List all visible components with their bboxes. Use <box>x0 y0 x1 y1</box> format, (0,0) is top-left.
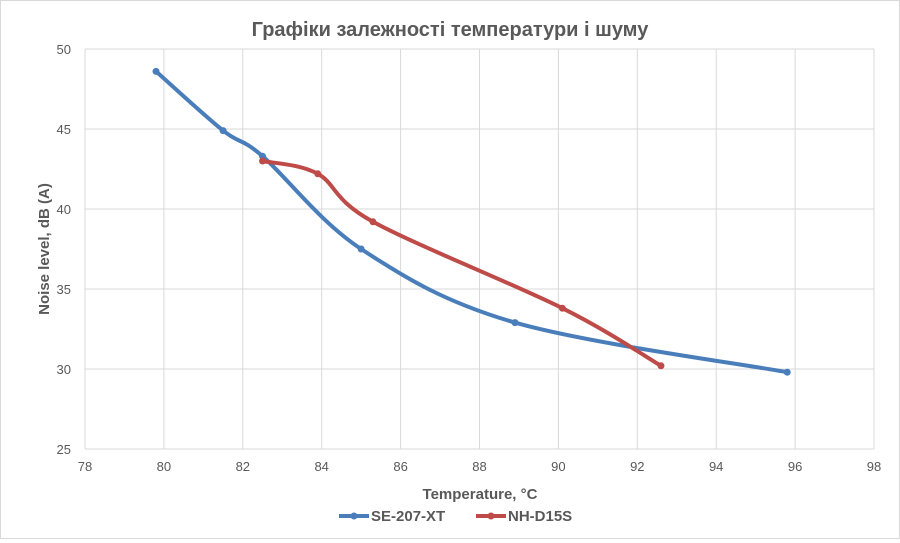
y-axis-label: Noise level, dB (A) <box>36 183 53 315</box>
data-point-marker <box>783 368 791 376</box>
y-tick-label: 40 <box>57 202 71 217</box>
x-tick-label: 88 <box>472 459 486 474</box>
data-point-marker <box>219 127 227 135</box>
x-tick-label: 80 <box>157 459 171 474</box>
series-nh-d15s <box>259 157 665 370</box>
data-point-marker <box>314 170 322 178</box>
data-point-marker <box>259 157 267 165</box>
legend: SE-207-XT NH-D15S <box>339 508 572 525</box>
data-point-marker <box>357 245 365 253</box>
x-tick-label: 90 <box>551 459 565 474</box>
x-tick-label: 78 <box>78 459 92 474</box>
series-line <box>260 159 663 368</box>
y-tick-label: 35 <box>57 282 71 297</box>
data-point-marker <box>657 362 665 370</box>
x-axis-label: Temperature, °C <box>423 486 538 503</box>
series-se-207-xt <box>152 67 791 376</box>
data-point-marker <box>369 218 377 226</box>
legend-marker-icon <box>487 512 495 520</box>
series-line <box>154 69 790 375</box>
x-tick-label: 82 <box>236 459 250 474</box>
data-point-marker <box>558 304 566 312</box>
x-tick-label: 94 <box>709 459 723 474</box>
x-tick-label: 92 <box>630 459 644 474</box>
x-tick-label: 96 <box>788 459 802 474</box>
data-point-marker <box>511 319 519 327</box>
x-tick-label: 98 <box>867 459 881 474</box>
legend-marker-icon <box>350 512 358 520</box>
chart-title: Графіки залежності температури і шуму <box>252 19 650 41</box>
y-tick-label: 45 <box>57 122 71 137</box>
data-point-marker <box>152 67 160 75</box>
y-tick-label: 30 <box>57 362 71 377</box>
x-tick-label: 84 <box>314 459 328 474</box>
y-axis-ticks: 25 30 35 40 45 50 <box>57 42 71 457</box>
y-tick-label: 25 <box>57 442 71 457</box>
legend-label: NH-D15S <box>508 508 572 525</box>
gridlines <box>84 48 875 450</box>
series-lines <box>152 67 791 376</box>
x-tick-label: 86 <box>393 459 407 474</box>
data-point-marker <box>259 152 267 160</box>
legend-item[interactable]: NH-D15S <box>476 508 572 525</box>
legend-item[interactable]: SE-207-XT <box>339 508 445 525</box>
y-tick-label: 50 <box>57 42 71 57</box>
x-axis-ticks: 78 80 82 84 86 88 90 92 94 96 98 <box>78 459 881 474</box>
legend-label: SE-207-XT <box>371 508 445 525</box>
